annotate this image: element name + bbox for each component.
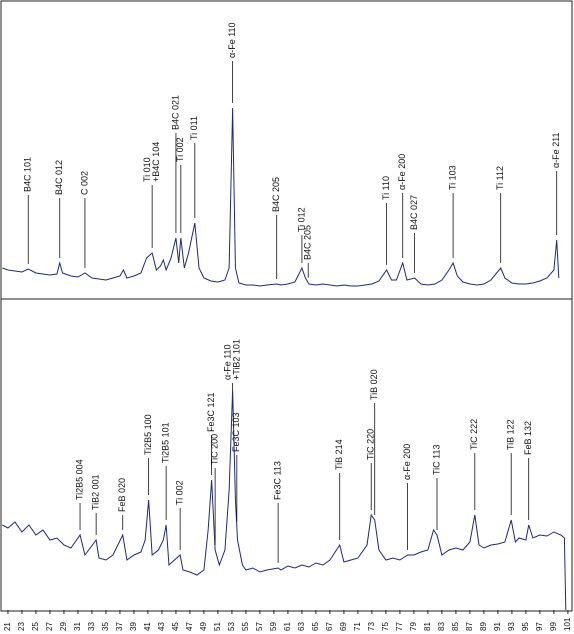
- x-tick-label: 93: [507, 622, 516, 631]
- x-tick-label: 43: [157, 622, 166, 631]
- x-tick-label: 29: [59, 622, 68, 631]
- peak-label: α-Fe 211: [551, 132, 561, 168]
- peak-label: B4C 027: [409, 195, 419, 230]
- x-tick-label: 33: [87, 622, 96, 631]
- peak-label: FeB 020: [117, 478, 127, 512]
- peak-label: α-Fe 110: [227, 22, 237, 58]
- x-tick-label: 65: [311, 622, 320, 631]
- x-tick-label: 41: [143, 622, 152, 631]
- peak-label: Fe3C 103: [231, 412, 241, 452]
- x-tick-label: 97: [535, 622, 544, 631]
- peak-label: C 002: [79, 171, 89, 195]
- x-tick-label: 57: [255, 622, 264, 631]
- x-tick-label: 99: [549, 622, 558, 631]
- x-tick-label: 77: [395, 622, 404, 631]
- x-tick-label: 87: [465, 622, 474, 631]
- peak-label: Ti2B5 004: [74, 459, 84, 500]
- x-tick-label: 39: [129, 622, 138, 631]
- peak-label: B4C 101: [23, 157, 33, 192]
- peak-label: Ti 002: [175, 480, 185, 505]
- peak-label: B4C 012: [54, 160, 64, 195]
- x-tick-label: 59: [269, 622, 278, 631]
- peak-label: α-Fe 110: [223, 344, 233, 380]
- peak-label: B4C 205: [271, 177, 281, 212]
- x-tick-label: 101: [563, 617, 572, 631]
- x-tick-label: 23: [17, 622, 26, 631]
- x-tick-label: 83: [437, 622, 446, 631]
- peak-label: TiC 222: [469, 419, 479, 450]
- x-tick-label: 81: [423, 622, 432, 631]
- x-tick-label: 25: [31, 622, 40, 631]
- peak-label: FeB 132: [523, 421, 533, 455]
- x-tick-label: 45: [171, 622, 180, 631]
- spectrum: [2, 389, 567, 611]
- x-tick-label: 53: [227, 622, 236, 631]
- x-tick-label: 95: [521, 622, 530, 631]
- x-tick-label: 31: [73, 622, 82, 631]
- x-tick-label: 35: [101, 622, 110, 631]
- x-tick-label: 69: [339, 622, 348, 631]
- x-tick-label: 37: [115, 622, 124, 631]
- peak-label: TiB 020: [369, 369, 379, 400]
- x-tick-label: 79: [409, 622, 418, 631]
- peak-label: Fe3C 121: [206, 392, 216, 432]
- peak-label: Ti 103: [447, 165, 457, 190]
- x-tick-label: 49: [199, 622, 208, 631]
- peak-label: TiC 113: [431, 444, 441, 475]
- peak-label: Ti2B5 100: [143, 414, 153, 455]
- x-tick-label: 51: [213, 622, 222, 631]
- x-tick-label: 63: [297, 622, 306, 631]
- peak-label: Ti 010: [142, 157, 152, 182]
- peak-label: Ti 002: [175, 137, 185, 162]
- peak-label: α-Fe 200: [397, 154, 407, 190]
- peak-label: Ti 011: [189, 116, 199, 140]
- x-tick-label: 71: [353, 622, 362, 631]
- peak-label: B4C 021: [170, 95, 180, 130]
- x-tick-label: 61: [283, 622, 292, 631]
- frame: [0, 0, 573, 612]
- x-tick-label: 89: [479, 622, 488, 631]
- x-tick-label: 55: [241, 622, 250, 631]
- x-tick-label: 67: [325, 622, 334, 631]
- peak-label: Ti 012: [296, 207, 306, 232]
- peak-label: Ti 112: [495, 166, 505, 190]
- peak-label: α-Fe 200: [402, 444, 412, 480]
- peak-label: TiC 220: [366, 429, 376, 460]
- x-tick-label: 85: [451, 622, 460, 631]
- x-tick-label: 91: [493, 622, 502, 631]
- peak-label: TiB 214: [334, 439, 344, 470]
- spectrum: [2, 107, 560, 287]
- x-tick-label: 73: [367, 622, 376, 631]
- peak-label: B4C 205: [303, 225, 313, 260]
- peak-label: +TiB2 101: [232, 339, 242, 380]
- x-tick-label: 75: [381, 622, 390, 631]
- peak-label: +B4C 104: [151, 142, 161, 182]
- x-tick-label: 47: [185, 622, 194, 631]
- peak-label: Ti 110: [381, 176, 391, 200]
- x-tick-label: 27: [45, 622, 54, 631]
- peak-label: TiB2 001: [91, 474, 101, 510]
- peak-label: TiB 122: [506, 419, 516, 450]
- peak-label: Ti2B5 101: [161, 422, 171, 463]
- peak-label: Fe3C 113: [273, 461, 283, 500]
- x-tick-label: 21: [3, 622, 12, 631]
- peak-label: TiC 200: [210, 434, 220, 465]
